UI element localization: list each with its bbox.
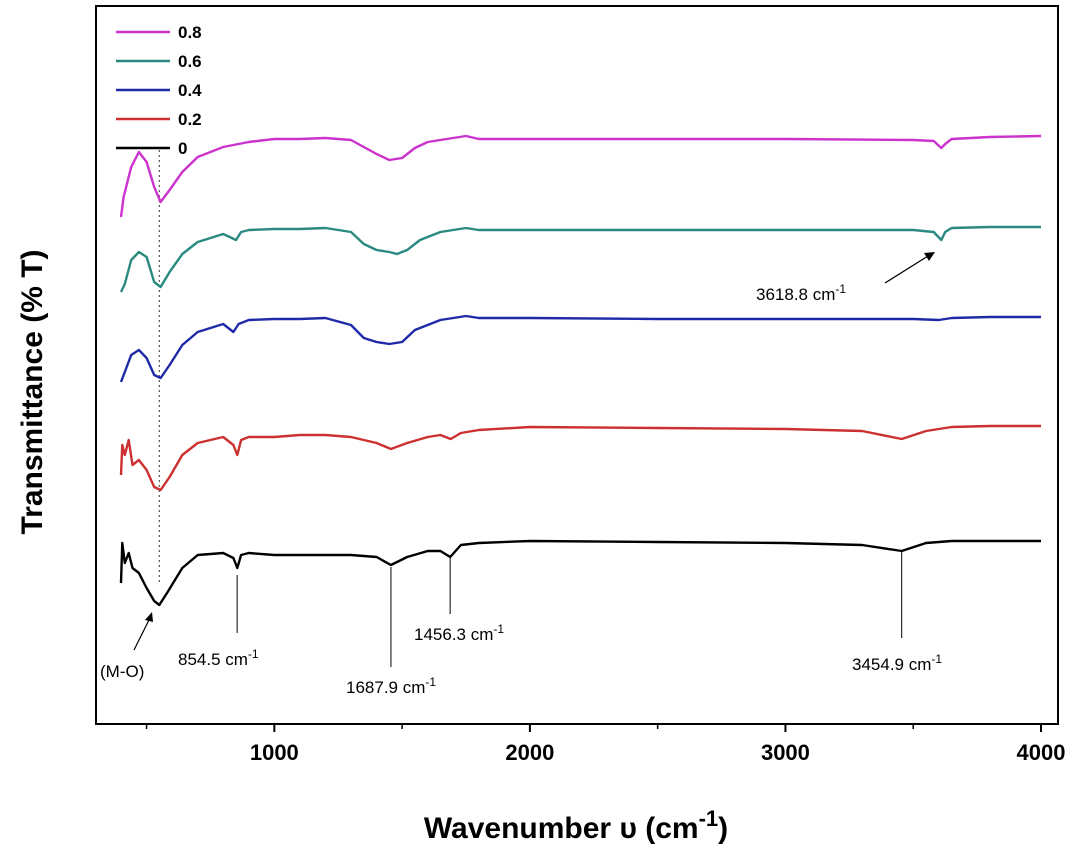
peak-arrowhead-3619: [924, 252, 935, 261]
legend-label-0: 0: [178, 139, 187, 158]
peak-annotation-sup: -1: [425, 675, 436, 689]
peak-annotation-sup: -1: [931, 652, 942, 666]
peak-annotation: (M-O): [100, 662, 144, 681]
peak-annotation-sup: -1: [493, 622, 504, 636]
y-axis-title: Transmittance (% T): [16, 249, 49, 534]
series-line-0-6: [119, 225, 1041, 293]
legend-label-0-8: 0.8: [178, 23, 202, 42]
x-axis-title-main: Wavenumber υ (cm: [424, 812, 699, 845]
x-axis-title: Wavenumber υ (cm-1): [424, 806, 728, 845]
legend-label-0-2: 0.2: [178, 110, 202, 129]
peak-annotation-text: 1687.9 cm: [346, 678, 425, 697]
peak-annotation: 1456.3 cm-1: [414, 622, 504, 644]
x-tick-label: 3000: [761, 740, 810, 765]
peak-annotation: 3618.8 cm-1: [756, 282, 846, 304]
peak-annotation: 1687.9 cm-1: [346, 675, 436, 697]
peak-annotation-text: (M-O): [100, 662, 144, 681]
peak-annotation-sup: -1: [835, 282, 846, 296]
x-tick-label: 4000: [1017, 740, 1066, 765]
series-line-0-4: [119, 314, 1041, 383]
peak-annotation: 854.5 cm-1: [178, 647, 259, 669]
peak-annotation-text: 3454.9 cm: [852, 655, 931, 674]
m-o-arrow: [133, 617, 151, 651]
legend-label-0-4: 0.4: [178, 81, 202, 100]
peak-annotation-sup: -1: [248, 647, 259, 661]
x-tick-label: 1000: [250, 740, 299, 765]
peak-annotation-text: 854.5 cm: [178, 650, 248, 669]
peak-annotation-text: 3618.8 cm: [756, 285, 835, 304]
peak-annotation: 3454.9 cm-1: [852, 652, 942, 674]
series-line-0: [119, 539, 1041, 607]
x-tick-label: 2000: [505, 740, 554, 765]
x-axis-title-close: ): [718, 812, 728, 845]
peak-arrow-3619: [884, 255, 929, 284]
legend-label-0-6: 0.6: [178, 52, 202, 71]
m-o-arrowhead: [145, 612, 153, 622]
peak-annotation-text: 1456.3 cm: [414, 625, 493, 644]
series-line-0-2: [119, 424, 1041, 492]
series-line-0-8: [119, 134, 1042, 218]
x-axis-title-sup: -1: [699, 806, 719, 831]
plot-frame: [95, 5, 1059, 725]
